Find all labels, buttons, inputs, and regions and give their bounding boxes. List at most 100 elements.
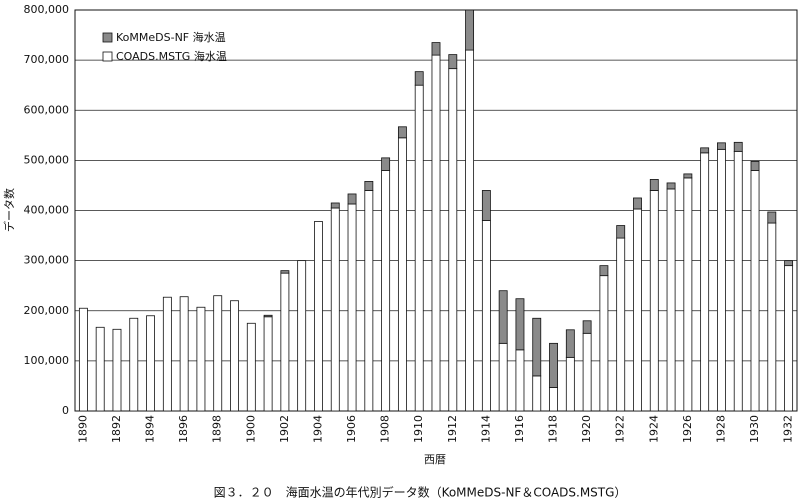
y-tick-label: 100,000: [24, 354, 70, 367]
bar-segment: [683, 173, 693, 179]
bar-segment: [750, 160, 760, 171]
bar-segment: [633, 197, 642, 210]
bar-segment: [498, 342, 508, 412]
bar-segment: [381, 157, 391, 171]
bar-segment: [649, 179, 659, 191]
bar-segment: [498, 290, 508, 344]
bar-segment: [448, 54, 458, 70]
legend-swatch: [102, 51, 113, 62]
bar-segment: [263, 316, 273, 412]
legend-swatch: [102, 32, 113, 43]
bar-segment: [582, 332, 592, 412]
bar-segment: [314, 221, 323, 412]
bar-segment: [700, 152, 710, 412]
bar-segment: [733, 150, 743, 412]
bar-segment: [717, 142, 726, 150]
bar-segment: [481, 190, 491, 221]
bar-segment: [263, 314, 273, 318]
bar-segment: [347, 193, 357, 205]
bar-segment: [565, 356, 575, 412]
bar-segment: [297, 260, 307, 412]
bar-segment: [179, 296, 189, 412]
bar-segment: [129, 317, 139, 412]
bar-segment: [532, 375, 542, 412]
bar-segment: [767, 211, 777, 224]
x-tick-label: 1914: [479, 415, 492, 443]
y-tick-label: 0: [62, 404, 69, 417]
bar-segment: [146, 315, 155, 412]
x-tick-label: 1930: [748, 415, 761, 443]
bar-segment: [649, 190, 659, 412]
bar-segment: [381, 169, 391, 412]
bar-segment: [364, 181, 374, 191]
bar-segment: [196, 306, 206, 412]
bar-segment: [515, 298, 525, 351]
bar-segment: [616, 237, 626, 412]
bar-segment: [448, 68, 458, 412]
x-axis-label: 西暦: [424, 453, 446, 466]
bar-segment: [549, 387, 558, 412]
bar-segment: [213, 295, 223, 412]
bar-segment: [784, 265, 794, 412]
bar-segment: [280, 272, 290, 412]
y-tick-label: 200,000: [24, 304, 70, 317]
x-tick-label: 1910: [412, 415, 425, 443]
bar-segment: [481, 220, 491, 412]
bar-segment: [666, 188, 676, 412]
bar-segment: [330, 207, 340, 412]
bar-segment: [549, 342, 558, 388]
y-tick-label: 800,000: [24, 3, 70, 16]
bar-segment: [330, 202, 340, 209]
bar-segment: [465, 9, 475, 51]
x-tick-label: 1892: [110, 415, 123, 443]
bar-segment: [633, 208, 642, 412]
bar-segment: [347, 203, 357, 412]
x-tick-label: 1896: [177, 415, 190, 443]
bar-segment: [78, 307, 88, 412]
y-tick-label: 400,000: [24, 204, 70, 217]
x-tick-label: 1904: [311, 415, 324, 443]
x-tick-label: 1908: [379, 415, 392, 443]
y-tick-label: 500,000: [24, 153, 70, 166]
bar-segment: [784, 260, 794, 267]
bar-segment: [230, 300, 239, 412]
legend-label: KoMMeDS-NF 海水温: [116, 30, 226, 44]
bar-segment: [532, 317, 542, 377]
y-tick-label: 700,000: [24, 53, 70, 66]
bar-segment: [666, 182, 676, 190]
y-tick-label: 600,000: [24, 103, 70, 116]
bar-segment: [616, 225, 626, 239]
bar-segment: [397, 137, 407, 412]
bar-segment: [465, 49, 475, 412]
x-tick-label: 1900: [244, 415, 257, 443]
y-tick-label: 300,000: [24, 254, 70, 267]
x-tick-label: 1920: [580, 415, 593, 443]
bar-segment: [733, 141, 743, 152]
y-axis-label: データ数: [2, 188, 16, 232]
bar-segment: [582, 320, 592, 334]
x-tick-label: 1926: [681, 415, 694, 443]
bar-segment: [700, 147, 710, 154]
bar-segment: [162, 296, 172, 412]
x-tick-label: 1898: [211, 415, 224, 443]
bar-segment: [565, 329, 575, 358]
bar-segment: [414, 71, 424, 86]
x-tick-label: 1916: [513, 415, 526, 443]
x-tick-label: 1922: [614, 415, 627, 443]
bar-segment: [246, 322, 256, 412]
bar-segment: [397, 126, 407, 139]
bar-segment: [364, 190, 374, 412]
x-tick-label: 1918: [547, 415, 560, 443]
x-tick-label: 1902: [278, 415, 291, 443]
bar-segment: [599, 275, 609, 412]
legend-label: COADS.MSTG 海水温: [116, 49, 227, 63]
chart-title: 図３．２０ 海面水温の年代別データ数（KoMMeDS-NF＆COADS.MSTG…: [214, 485, 627, 500]
bar-segment: [767, 222, 777, 412]
bar-segment: [683, 177, 693, 412]
bar-segment: [112, 328, 122, 412]
bar-segment: [414, 84, 424, 412]
x-tick-label: 1906: [345, 415, 358, 443]
bar-segment: [750, 169, 760, 412]
x-tick-label: 1912: [446, 415, 459, 443]
